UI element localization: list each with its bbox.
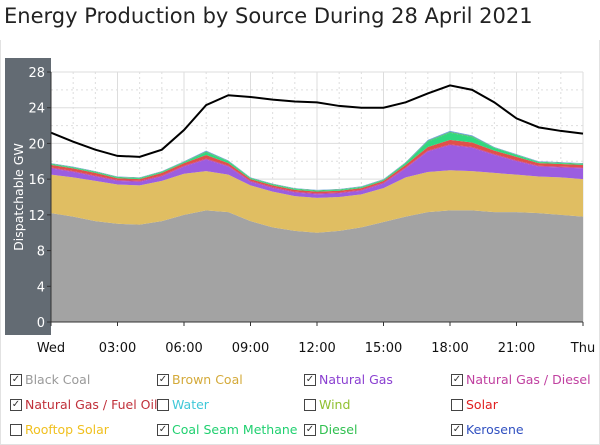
checkbox[interactable]: ✓: [451, 423, 463, 436]
x-tick-label: 12:00: [298, 341, 335, 356]
legend-item-brown-coal[interactable]: ✓ Brown Coal: [157, 372, 243, 387]
legend-label: Brown Coal: [172, 372, 243, 387]
legend-item-natural-gas-fuel-oil[interactable]: ✓ Natural Gas / Fuel Oil: [10, 397, 157, 412]
y-tick-label: 4: [37, 280, 45, 295]
x-tick-label: Wed: [37, 341, 65, 356]
checkbox[interactable]: ✓: [10, 373, 22, 386]
legend-item-kerosene[interactable]: ✓ Kerosene: [451, 422, 524, 437]
x-tick-label: 15:00: [365, 341, 402, 356]
y-tick-label: 24: [28, 102, 45, 117]
checkbox[interactable]: ✓: [10, 398, 22, 411]
y-tick-label: 0: [37, 316, 45, 331]
legend-label: Black Coal: [25, 372, 91, 387]
area-black-coal: [51, 210, 583, 322]
y-tick-label: 16: [28, 173, 45, 188]
legend-label: Wind: [319, 397, 351, 412]
legend-label: Solar: [466, 397, 498, 412]
checkbox[interactable]: [157, 398, 169, 411]
legend-item-coal-seam-methane[interactable]: ✓ Coal Seam Methane: [157, 422, 298, 437]
y-tick-label: 20: [28, 137, 45, 152]
legend-item-wind[interactable]: Wind: [304, 397, 350, 412]
x-tick-label: 21:00: [498, 341, 535, 356]
legend-label: Natural Gas: [319, 372, 393, 387]
y-tick-label: 8: [37, 245, 45, 260]
legend-item-rooftop-solar[interactable]: Rooftop Solar: [10, 422, 109, 437]
legend-item-natural-gas[interactable]: ✓ Natural Gas: [304, 372, 393, 387]
x-tick-label: 06:00: [165, 341, 202, 356]
x-tick-label: 09:00: [232, 341, 269, 356]
chart-title: Energy Production by Source During 28 Ap…: [4, 4, 533, 28]
checkbox[interactable]: [304, 398, 316, 411]
checkbox[interactable]: ✓: [451, 373, 463, 386]
area-brown-coal: [51, 170, 583, 233]
legend-label: Coal Seam Methane: [172, 422, 298, 437]
legend-item-water[interactable]: Water: [157, 397, 209, 412]
area-natural-gas: [51, 145, 583, 198]
checkbox[interactable]: [451, 398, 463, 411]
legend-label: Diesel: [319, 422, 358, 437]
checkbox[interactable]: ✓: [304, 423, 316, 436]
legend-item-diesel[interactable]: ✓ Diesel: [304, 422, 357, 437]
y-axis-panel: [5, 58, 51, 335]
checkbox[interactable]: ✓: [304, 373, 316, 386]
legend-item-black-coal[interactable]: ✓ Black Coal: [10, 372, 90, 387]
legend-label: Natural Gas / Diesel: [466, 372, 591, 387]
demand-line: [50, 84, 584, 158]
y-tick-label: 12: [28, 209, 45, 224]
x-tick-label: Thu: [570, 341, 595, 356]
x-tick-label: 18:00: [431, 341, 468, 356]
legend-label: Rooftop Solar: [25, 422, 109, 437]
legend-item-natural-gas-diesel[interactable]: ✓ Natural Gas / Diesel: [451, 372, 591, 387]
legend-label: Water: [172, 397, 209, 412]
x-tick-label: 03:00: [99, 341, 136, 356]
y-axis-label: Dispatchable GW: [11, 143, 26, 251]
checkbox[interactable]: [10, 423, 22, 436]
legend-label: Natural Gas / Fuel Oil: [25, 397, 158, 412]
y-tick-label: 28: [28, 66, 45, 81]
checkbox[interactable]: ✓: [157, 423, 169, 436]
legend-label: Kerosene: [466, 422, 524, 437]
legend-item-solar[interactable]: Solar: [451, 397, 498, 412]
checkbox[interactable]: ✓: [157, 373, 169, 386]
